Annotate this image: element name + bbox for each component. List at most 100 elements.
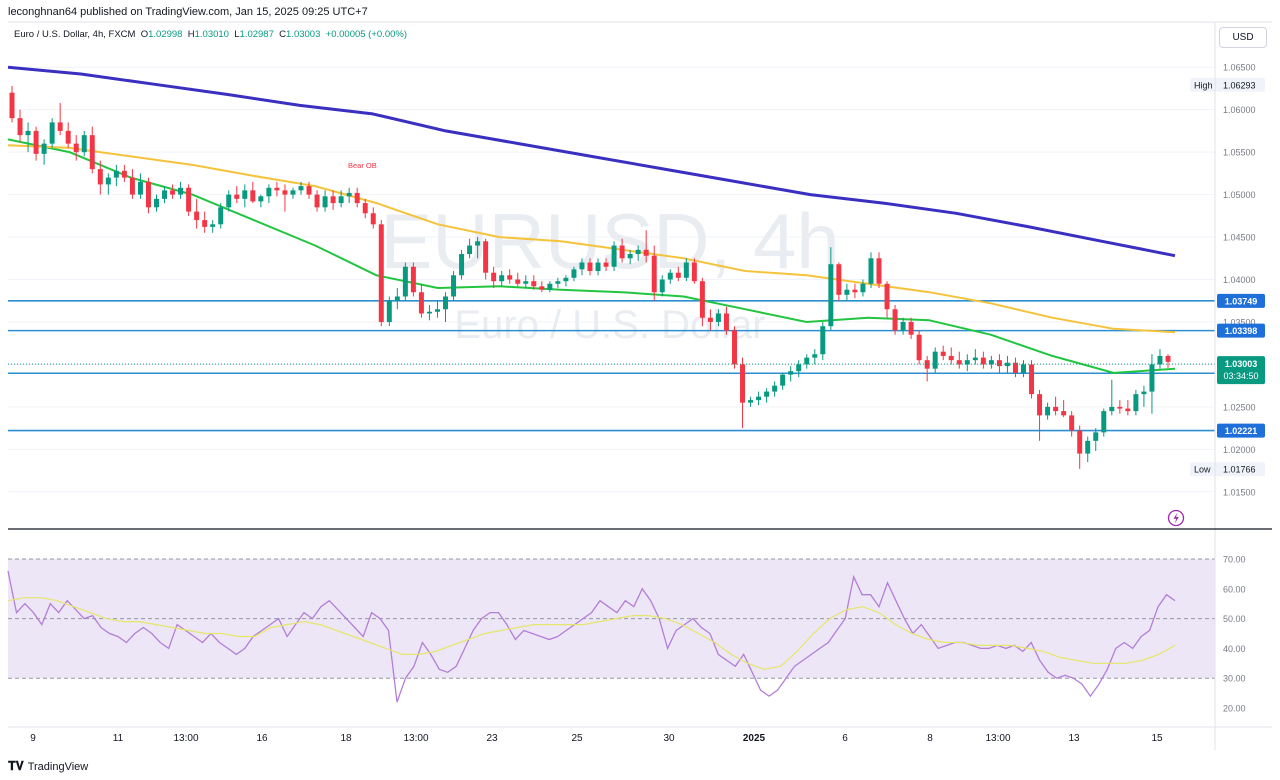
candle-body (876, 258, 882, 284)
candle (603, 258, 609, 272)
candle-body (475, 241, 481, 246)
candle-body (234, 194, 240, 199)
candle (523, 275, 529, 288)
candle (892, 304, 898, 335)
price-tick-label: 1.02000 (1223, 445, 1256, 455)
candle (170, 184, 176, 199)
candle (145, 177, 151, 214)
candle-body (1053, 406, 1059, 412)
candle-body (924, 360, 930, 369)
candle (258, 194, 264, 208)
alert-icon[interactable] (1167, 509, 1185, 527)
level-price-label: 1.03749 (1225, 296, 1258, 306)
candle-body (812, 354, 818, 358)
candle (41, 139, 47, 165)
bear-ob-annotation: Bear OB (348, 161, 377, 170)
candle-body (788, 371, 794, 375)
candle-body (852, 289, 858, 293)
candle (635, 245, 641, 261)
rsi-tick-label: 20.00 (1223, 704, 1246, 714)
candle (459, 249, 465, 280)
price-tick-label: 1.05500 (1223, 148, 1256, 158)
candle (394, 288, 400, 310)
candle-body (81, 135, 87, 153)
price-axis[interactable]: 1.015001.020001.025001.030001.035001.040… (1190, 63, 1265, 498)
candle-body (1061, 411, 1067, 416)
candle (723, 306, 729, 335)
high-value: 1.03010 (194, 29, 229, 40)
candle-body (362, 203, 368, 214)
candle (812, 349, 818, 365)
rsi-pane[interactable]: 20.00 30.00 40.00 50.00 60.00 70.00 (7, 554, 1246, 714)
candle-body (298, 186, 304, 191)
candle (852, 283, 858, 299)
candle-body (972, 357, 978, 361)
time-axis[interactable]: 9 11 13:00 16 18 13:00 23 25 30 2025 6 8 13:00 13 15 (30, 733, 1163, 744)
candle (772, 381, 778, 397)
ema-fast-line (7, 138, 1176, 374)
candle (587, 258, 593, 276)
candle (1021, 360, 1026, 378)
candle (129, 169, 135, 199)
candle (972, 349, 978, 365)
candle (1061, 400, 1067, 418)
candle-body (988, 360, 994, 365)
level-price-tag (1217, 423, 1265, 438)
candle-body (956, 360, 962, 365)
candle-body (1133, 394, 1139, 412)
open-label: O (140, 29, 149, 40)
candle-body (354, 192, 360, 204)
candle (611, 241, 617, 272)
candle-body (1109, 406, 1115, 412)
candle (226, 190, 232, 212)
candle-body (202, 220, 208, 227)
candle-body (194, 211, 200, 221)
candle-body (89, 135, 95, 170)
candle (756, 391, 762, 406)
candle-body (386, 300, 392, 322)
candle-body (980, 357, 986, 365)
candle-body (772, 385, 778, 392)
candle (732, 326, 737, 369)
candle (860, 279, 866, 297)
candle (202, 211, 208, 233)
open-value: 1.02998 (148, 29, 183, 40)
candle-body (683, 262, 689, 278)
candle (1165, 354, 1171, 368)
ema-mid-line (7, 144, 1176, 334)
symbol-label[interactable]: Euro / U.S. Dollar, 4h, FXCM (14, 29, 136, 40)
countdown-label: 03:34:50 (1223, 371, 1258, 381)
candle-body (748, 400, 754, 403)
candle (330, 190, 336, 210)
level-price-label: 1.03398 (1225, 326, 1258, 336)
candle-body (186, 187, 192, 212)
candle (707, 309, 713, 331)
candle (475, 237, 481, 259)
candle-body (266, 187, 272, 197)
candle-body (699, 281, 705, 318)
candle (499, 271, 505, 287)
candle-body (1157, 355, 1163, 365)
candle (491, 266, 497, 288)
candle-body (178, 187, 184, 195)
time-tick-label: 30 (663, 733, 675, 744)
candle (178, 181, 184, 199)
candle-body (764, 391, 770, 397)
rsi-tick-label: 70.00 (1223, 554, 1246, 564)
candle-body (314, 194, 320, 208)
low-tag (1190, 462, 1265, 477)
candle (980, 351, 986, 369)
candle-body (17, 118, 23, 136)
footer-brand[interactable]: 𝐓𝐕 TradingView (8, 759, 88, 774)
candle (81, 130, 87, 157)
candle (354, 187, 360, 208)
rsi-ma-line (7, 597, 1176, 670)
horizontal-levels[interactable] (8, 300, 1215, 432)
candle (715, 309, 721, 327)
candle-body (274, 187, 280, 191)
candle-body (162, 190, 168, 199)
watermark-ticker: EURUSD, 4h (380, 197, 839, 285)
candle (89, 126, 95, 174)
currency-button[interactable]: USD (1219, 27, 1267, 48)
